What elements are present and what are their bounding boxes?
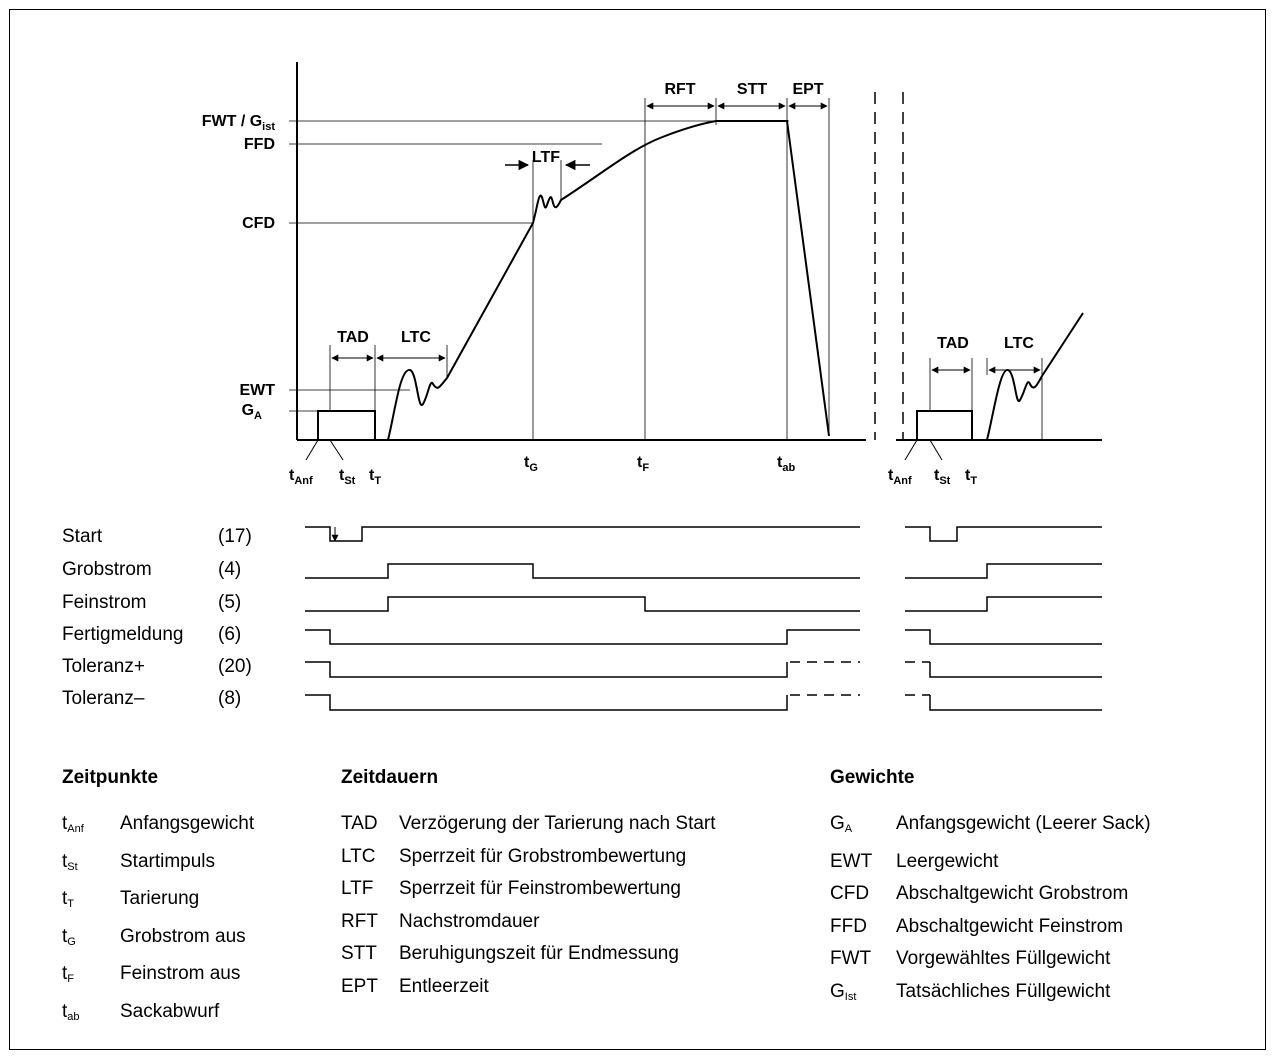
time-label-t-st: tSt	[339, 467, 356, 487]
legend-item: tT Tarierung	[62, 888, 200, 910]
time-label-t-anf: tAnf	[289, 467, 313, 487]
interval-label-tad-2: TAD	[937, 335, 969, 352]
signal-num-toleranz-plus: (20)	[218, 656, 252, 677]
signal-name-start: Start	[62, 526, 103, 547]
wave-toleranz-minus	[305, 694, 788, 711]
weight-curve-main	[297, 120, 830, 441]
legend-gewichte: GA Anfangsgewicht (Leerer Sack) EWT Leerge…	[830, 808, 1151, 1013]
legend-title-zeitpunkte: Zeitpunkte	[62, 767, 159, 788]
legend-zeitdauern: TAD Verzögerung der Tarierung nach Start …	[341, 808, 716, 1003]
weight-curve-second	[896, 312, 1084, 441]
interval-label-ltc-2: LTC	[1004, 335, 1034, 352]
diagram-frame	[9, 9, 1266, 1050]
interval-arrows	[331, 102, 1041, 374]
time-leaders	[305, 439, 943, 461]
y-label-cfd: CFD	[242, 215, 275, 232]
wave-toleranz-plus	[305, 661, 788, 678]
legend-item: FFD Abschaltgewicht Feinstrom	[830, 915, 1124, 937]
legend-item: STT Beruhigungszeit für Endmessung	[341, 943, 679, 964]
time-label-t-ab: tab	[777, 454, 795, 474]
wave-start	[305, 526, 860, 542]
separator-lines	[874, 92, 904, 440]
legend-item: tAnf Anfangsgewicht	[62, 813, 255, 835]
signal-name-fertigmeldung: Fertigmeldung	[62, 624, 183, 645]
wave-feinstrom-2	[905, 596, 1102, 612]
legend-item: tSt Startimpuls	[62, 850, 216, 873]
legend-item: EPT Entleerzeit	[341, 975, 489, 997]
legend-item: tab Sackabwurf	[62, 1000, 220, 1023]
legend-item: tF Feinstrom aus	[62, 963, 241, 985]
legend-item: GA Anfangsgewicht (Leerer Sack)	[830, 813, 1151, 835]
legend-item: LTC Sperrzeit für Grobstrombewertung	[341, 845, 687, 867]
wave-fertigmeldung	[305, 629, 860, 645]
legend-item: CFD Abschaltgewicht Grobstrom	[830, 883, 1129, 904]
legend-item: TAD Verzögerung der Tarierung nach Start	[341, 813, 716, 834]
time-label-t-f: tF	[637, 454, 649, 474]
signal-name-toleranz-minus: Toleranz–	[62, 688, 145, 709]
time-label-t-st-2: tSt	[934, 467, 951, 487]
time-label-t-anf-2: tAnf	[888, 467, 912, 487]
legend-item: EWT Leergewicht	[830, 850, 999, 872]
legend-item: GIst Tatsächliches Füllgewicht	[830, 980, 1111, 1003]
interval-label-tad: TAD	[337, 329, 369, 346]
interval-labels: TAD LTC LTF RFT STT EPT TAD LTC	[337, 81, 1034, 352]
wave-toleranz-minus-2	[929, 695, 1102, 711]
legend-item: tG Grobstrom aus	[62, 925, 246, 948]
signal-name-grobstrom: Grobstrom	[62, 559, 152, 580]
time-label-t-t: tT	[369, 467, 381, 487]
signal-waveforms	[305, 526, 1102, 711]
legend-title-gewichte: Gewichte	[830, 767, 915, 788]
legend-title-zeitdauern: Zeitdauern	[341, 767, 439, 788]
interval-label-ept: EPT	[792, 81, 823, 98]
signal-name-feinstrom: Feinstrom	[62, 592, 146, 613]
y-label-ga: GA	[242, 402, 262, 422]
y-label-fwt: FWT / Gist	[202, 113, 276, 133]
wave-start-2	[905, 526, 1102, 542]
y-label-ewt: EWT	[239, 382, 275, 399]
wave-feinstrom	[305, 596, 860, 612]
wave-toleranz-plus-2	[929, 662, 1102, 678]
signal-labels: Start (17) Grobstrom (4) Feinstrom (5) F…	[62, 526, 252, 709]
y-label-ffd: FFD	[244, 136, 275, 153]
legend-item: RFT Nachstromdauer	[341, 910, 540, 932]
time-labels: tAnf tSt tT tG tF tab tAnf tSt tT	[289, 454, 977, 487]
interval-label-stt: STT	[737, 81, 767, 98]
legend-item: FWT Vorgewähltes Füllgewicht	[830, 948, 1111, 969]
signal-num-toleranz-minus: (8)	[218, 688, 241, 709]
interval-label-ltf: LTF	[532, 149, 560, 166]
interval-label-rft: RFT	[664, 81, 695, 98]
interval-label-ltc: LTC	[401, 329, 431, 346]
signal-num-grobstrom: (4)	[218, 559, 241, 580]
wave-grobstrom	[305, 563, 860, 579]
signal-num-feinstrom: (5)	[218, 592, 241, 613]
time-label-t-g: tG	[524, 454, 538, 474]
legend-item: LTF Sperrzeit für Feinstrombewertung	[341, 878, 681, 899]
signal-name-toleranz-plus: Toleranz+	[62, 656, 145, 677]
wave-grobstrom-2	[905, 563, 1102, 579]
weight-curves	[297, 120, 1084, 441]
axes	[296, 62, 1102, 441]
signal-num-fertigmeldung: (6)	[218, 624, 241, 645]
time-label-t-t-2: tT	[965, 467, 977, 487]
wave-fertigmeldung-2	[905, 629, 1102, 645]
signal-num-start: (17)	[218, 526, 252, 547]
y-labels: FWT / Gist FFD CFD EWT GA	[202, 113, 276, 422]
legend-zeitpunkte: tAnf Anfangsgewicht tSt Startimpuls tT Tari…	[62, 808, 254, 1033]
reference-lines	[289, 120, 789, 412]
